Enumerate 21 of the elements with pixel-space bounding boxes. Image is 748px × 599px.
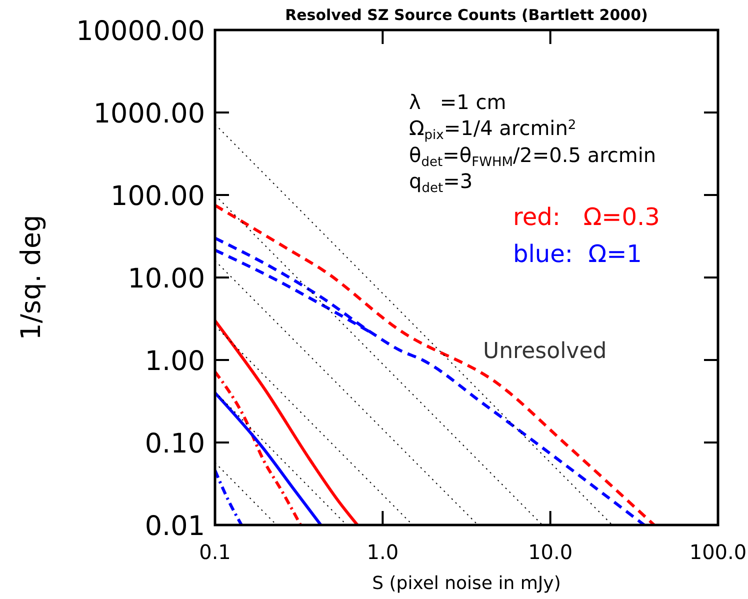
y-tick-label: 0.01 [144,511,205,542]
y-tick-label: 10000.00 [76,16,205,47]
annotation: θ$_{det}$=θ$_{FWHM}$/2=0.5 arcmin [409,143,656,170]
annotation: Unresolved [483,339,607,364]
annotation: Ω$_{pix}$=1/4 arcmin$^{2}$ [409,116,576,143]
x-axis-title: S (pixel noise in mJy) [372,573,561,594]
x-tick-label: 1.0 [366,540,399,564]
y-tick-label: 1000.00 [93,98,205,130]
x-tick-label: 0.1 [199,540,231,564]
annotation: blue: Ω=1 [513,240,642,268]
annotation: λ =1 cm [409,90,506,114]
y-tick-label: 10.00 [128,264,205,294]
x-tick-label: 100.0 [689,540,747,564]
annotation: red: Ω=0.3 [513,203,660,231]
y-tick-label: 1.00 [144,346,205,377]
y-tick-label: 0.10 [144,428,205,460]
x-tick-label: 10.0 [528,540,573,564]
chart-title: Resolved SZ Source Counts (Bartlett 2000) [285,6,648,24]
annotation: q$_{det}$=3 [409,169,473,196]
y-axis-title: 1/sq. deg [16,214,47,340]
y-tick-label: 100.00 [110,181,205,212]
